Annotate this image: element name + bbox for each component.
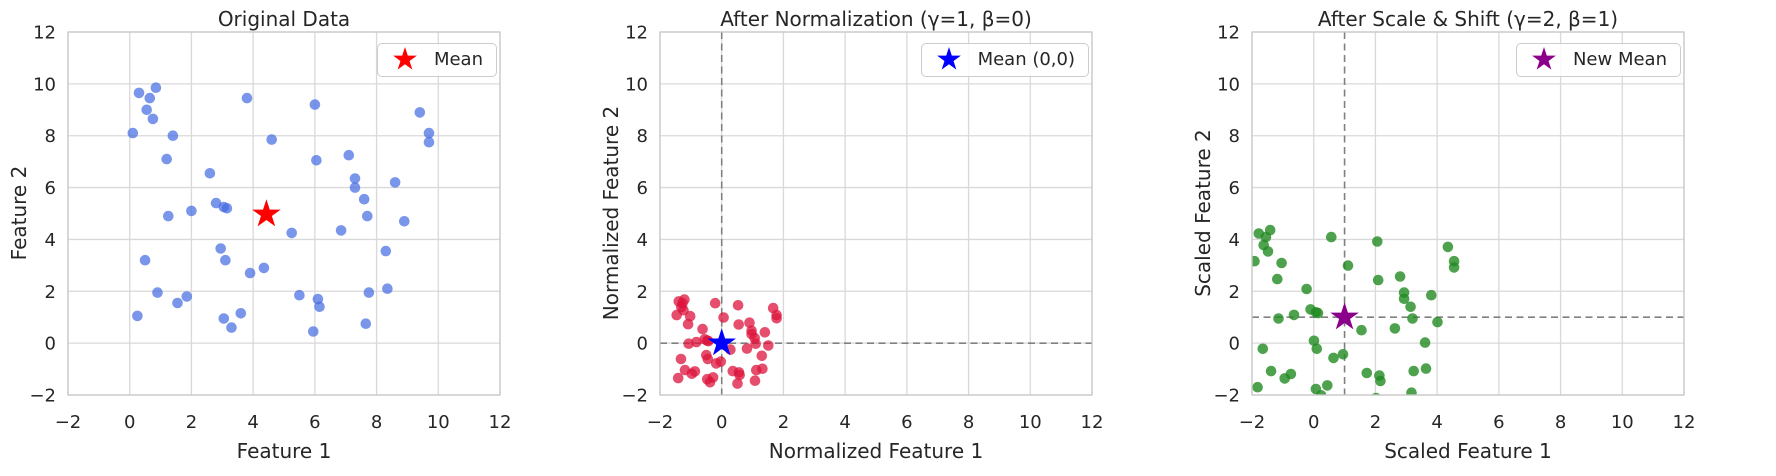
svg-text:12: 12 — [1673, 412, 1696, 433]
x-axis-label: Scaled Feature 1 — [1384, 439, 1552, 463]
svg-text:10: 10 — [1611, 412, 1634, 433]
reference-lines — [1252, 32, 1684, 395]
svg-text:4: 4 — [247, 412, 258, 433]
svg-text:0: 0 — [124, 412, 135, 433]
x-axis-label: Normalized Feature 1 — [768, 439, 984, 463]
svg-text:−2: −2 — [621, 386, 648, 407]
svg-text:8: 8 — [45, 126, 56, 147]
svg-text:2: 2 — [778, 412, 789, 433]
plot-area-scaled: −2 0 2 4 6 8 10 12 −2 0 2 4 6 8 10 12 — [1213, 23, 1696, 434]
svg-text:4: 4 — [839, 412, 850, 433]
svg-text:8: 8 — [1555, 412, 1566, 433]
y-tick-labels: −2 0 2 4 6 8 10 12 — [29, 23, 56, 407]
panel-after-normalization: −2 0 2 4 6 8 10 12 −2 0 2 4 6 8 10 12 After Normalizati… — [592, 0, 1184, 476]
svg-text:0: 0 — [45, 334, 56, 355]
svg-text:12: 12 — [1217, 23, 1240, 44]
svg-text:12: 12 — [33, 23, 56, 44]
x-tick-labels: −2 0 2 4 6 8 10 12 — [55, 412, 512, 433]
scatter-points — [671, 294, 782, 389]
svg-text:6: 6 — [1493, 412, 1504, 433]
svg-text:0: 0 — [637, 334, 648, 355]
svg-text:6: 6 — [637, 178, 648, 199]
x-axis-label: Feature 1 — [236, 439, 332, 463]
star-icon — [936, 47, 961, 70]
svg-text:4: 4 — [45, 230, 56, 251]
panel-title: After Scale & Shift (γ=2, β=1) — [1317, 7, 1619, 31]
svg-text:10: 10 — [1217, 74, 1240, 95]
scatter-points — [127, 82, 435, 337]
plot-area-normalized: −2 0 2 4 6 8 10 12 −2 0 2 4 6 8 10 12 — [621, 23, 1104, 434]
svg-text:2: 2 — [1229, 282, 1240, 303]
svg-text:6: 6 — [1229, 178, 1240, 199]
svg-text:6: 6 — [901, 412, 912, 433]
axes-spines — [1251, 31, 1685, 396]
legend: New Mean — [1515, 43, 1681, 77]
star-icon — [1532, 47, 1556, 70]
mean-star-marker — [252, 199, 281, 227]
y-axis-label: Feature 2 — [7, 165, 31, 261]
panel-original-data: −2 0 2 4 6 8 10 12 −2 0 2 4 6 8 10 12 Original Data Fea… — [0, 0, 592, 476]
svg-text:0: 0 — [1229, 334, 1240, 355]
svg-text:2: 2 — [1370, 412, 1381, 433]
svg-text:2: 2 — [45, 282, 56, 303]
svg-text:−2: −2 — [1239, 412, 1266, 433]
svg-text:0: 0 — [1308, 412, 1319, 433]
svg-text:4: 4 — [1431, 412, 1442, 433]
svg-text:10: 10 — [625, 74, 648, 95]
svg-text:8: 8 — [1229, 126, 1240, 147]
axes-spines — [659, 31, 1093, 396]
svg-text:10: 10 — [1019, 412, 1042, 433]
mean-star-marker — [1330, 302, 1359, 330]
y-tick-labels: −2 0 2 4 6 8 10 12 — [621, 23, 648, 407]
legend: Mean (0,0) — [920, 43, 1089, 77]
svg-text:8: 8 — [637, 126, 648, 147]
svg-text:−2: −2 — [55, 412, 82, 433]
y-tick-labels: −2 0 2 4 6 8 10 12 — [1213, 23, 1240, 407]
x-tick-labels: −2 0 2 4 6 8 10 12 — [647, 412, 1104, 433]
svg-text:4: 4 — [637, 230, 648, 251]
svg-text:8: 8 — [963, 412, 974, 433]
legend: Mean — [376, 43, 497, 77]
scatter-points — [1252, 224, 1460, 395]
y-axis-label: Scaled Feature 2 — [1191, 129, 1215, 297]
svg-text:12: 12 — [1081, 412, 1104, 433]
gridlines — [67, 31, 501, 396]
panel-title: After Normalization (γ=1, β=0) — [720, 7, 1032, 31]
legend-label: Mean (0,0) — [977, 49, 1075, 70]
svg-text:6: 6 — [45, 178, 56, 199]
svg-text:10: 10 — [427, 412, 450, 433]
svg-text:10: 10 — [33, 74, 56, 95]
svg-text:0: 0 — [716, 412, 727, 433]
panel-after-scale-shift: −2 0 2 4 6 8 10 12 −2 0 2 4 6 8 10 12 After Scale & Shi… — [1184, 0, 1776, 476]
svg-text:6: 6 — [309, 412, 320, 433]
svg-text:2: 2 — [186, 412, 197, 433]
svg-text:2: 2 — [637, 282, 648, 303]
star-icon — [393, 47, 417, 70]
legend-label: New Mean — [1572, 49, 1667, 70]
mean-star-marker — [707, 328, 736, 356]
svg-text:4: 4 — [1229, 230, 1240, 251]
panel-title: Original Data — [217, 7, 351, 31]
svg-text:12: 12 — [625, 23, 648, 44]
svg-text:−2: −2 — [29, 386, 56, 407]
axes-spines — [67, 31, 501, 396]
svg-text:−2: −2 — [1213, 386, 1240, 407]
svg-text:12: 12 — [489, 412, 512, 433]
y-axis-label: Normalized Feature 2 — [599, 105, 623, 321]
svg-text:−2: −2 — [647, 412, 674, 433]
x-tick-labels: −2 0 2 4 6 8 10 12 — [1239, 412, 1696, 433]
legend-label: Mean — [433, 49, 483, 70]
plot-area-original: −2 0 2 4 6 8 10 12 −2 0 2 4 6 8 10 12 — [29, 23, 512, 434]
svg-text:8: 8 — [371, 412, 382, 433]
